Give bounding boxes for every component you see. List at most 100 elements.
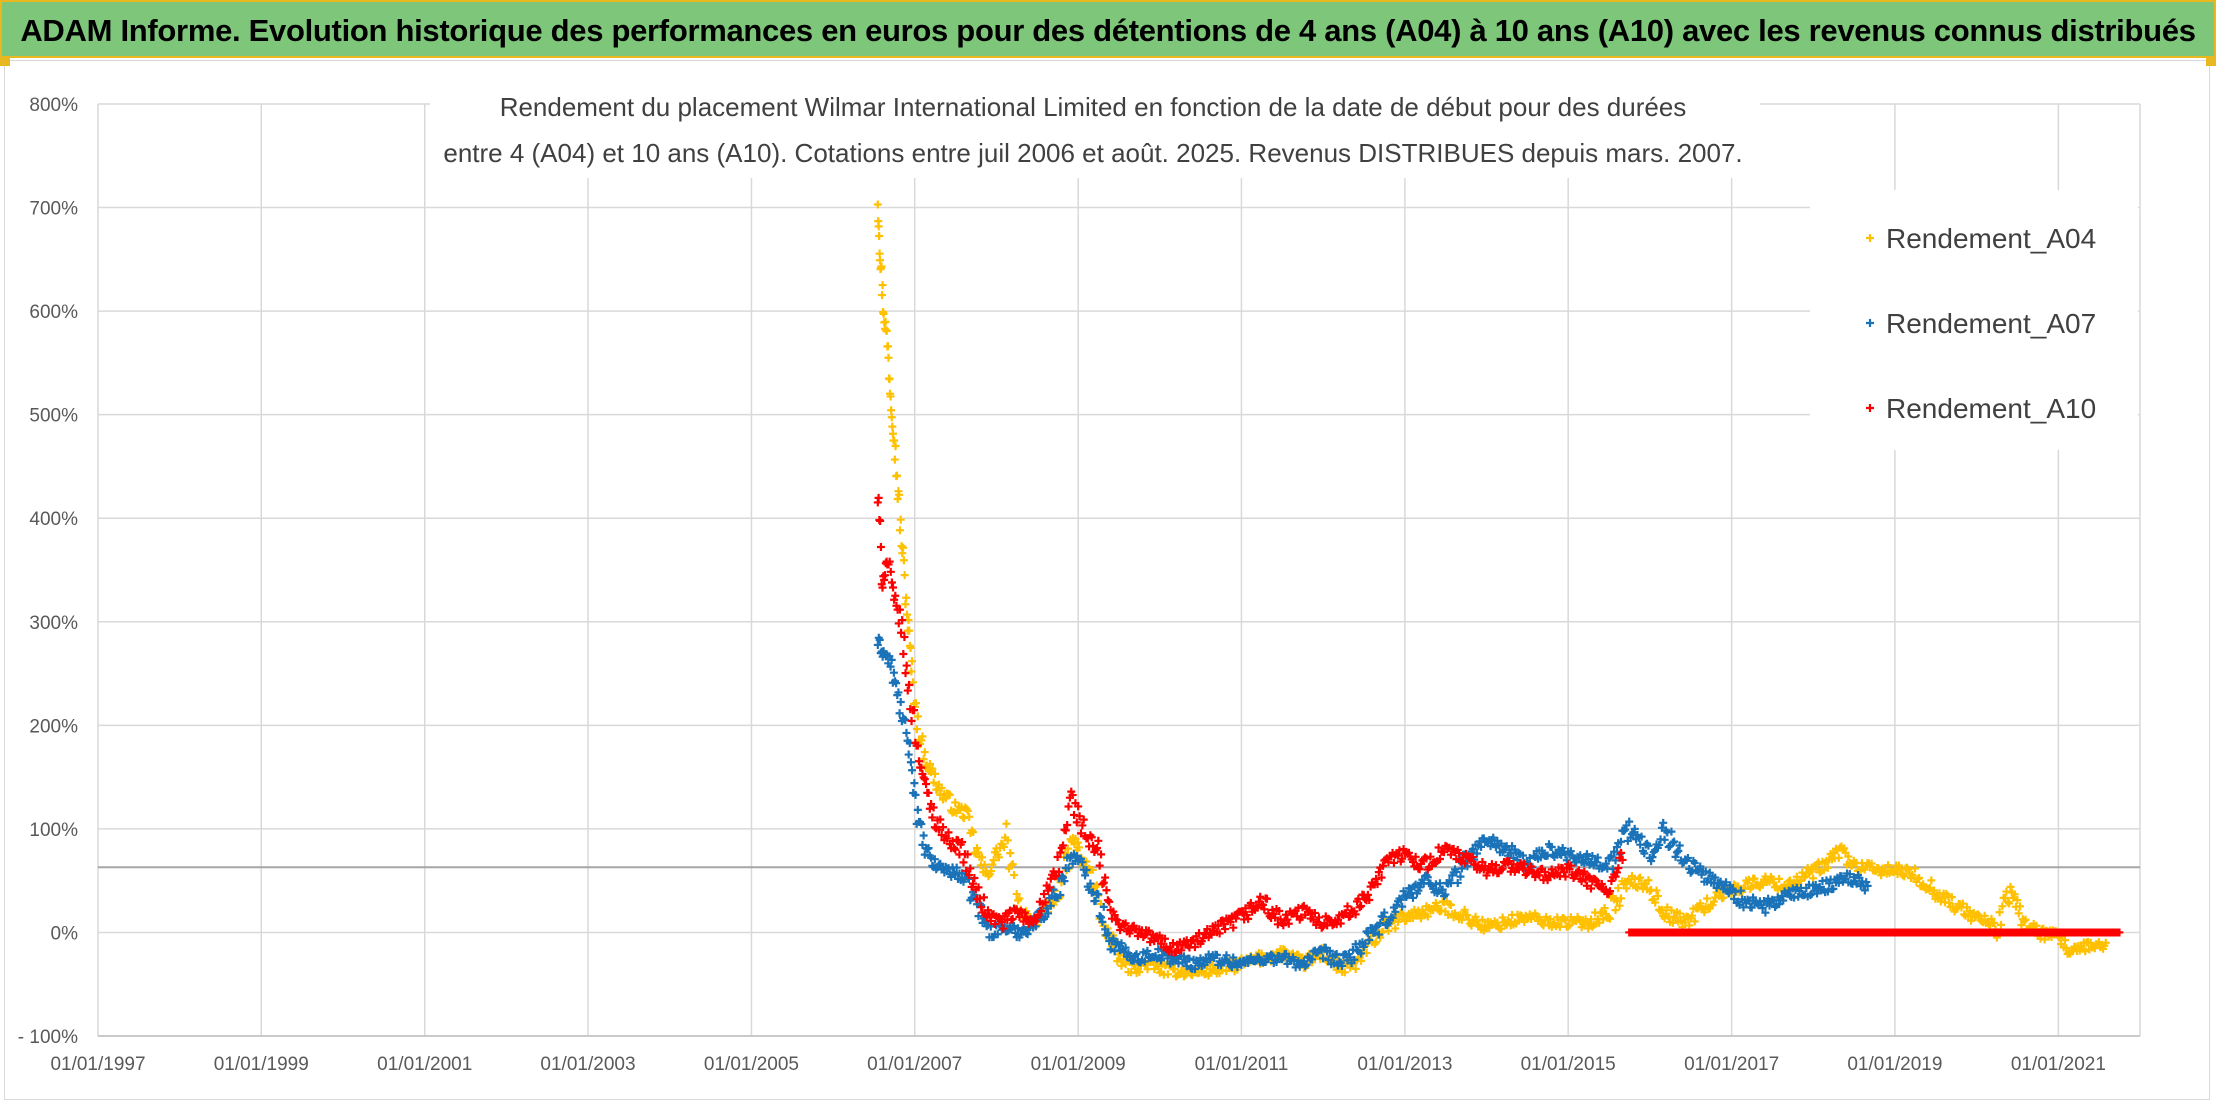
data-point <box>1671 852 1680 861</box>
data-point <box>1540 867 1549 876</box>
data-point <box>1244 914 1253 923</box>
data-point <box>896 698 905 707</box>
data-point <box>1298 903 1307 912</box>
data-point <box>1660 914 1669 923</box>
data-point <box>902 593 911 602</box>
x-tick-label: 01/01/2019 <box>1847 1054 1942 1075</box>
data-point <box>1169 939 1178 948</box>
data-point <box>1097 913 1106 922</box>
data-point <box>1834 878 1843 887</box>
data-point <box>1587 884 1596 893</box>
x-tick-label: 01/01/2003 <box>540 1054 635 1075</box>
data-point <box>1332 950 1341 959</box>
data-point <box>1357 956 1366 965</box>
data-point <box>1493 918 1502 927</box>
data-point <box>1041 898 1050 907</box>
data-point <box>914 757 923 766</box>
data-point <box>900 633 909 642</box>
data-point <box>1815 868 1824 877</box>
data-point <box>933 785 942 794</box>
data-point <box>1435 879 1444 888</box>
data-point <box>882 326 891 335</box>
data-point <box>974 848 983 857</box>
data-point <box>1222 967 1231 976</box>
data-point <box>1813 889 1822 898</box>
data-point <box>1241 904 1250 913</box>
data-point <box>1672 848 1681 857</box>
data-point <box>1006 849 1015 858</box>
data-point <box>1560 914 1569 923</box>
data-point <box>910 779 919 788</box>
data-point <box>1063 820 1072 829</box>
data-point <box>958 837 967 846</box>
y-tick-label: - 100% <box>18 1027 78 1048</box>
data-point <box>1253 903 1262 912</box>
data-point <box>1154 962 1163 971</box>
data-point <box>1527 862 1536 871</box>
data-point <box>1091 896 1100 905</box>
data-point <box>1690 859 1699 868</box>
data-point <box>912 725 921 734</box>
header-banner: ADAM Informe. Evolution historique des p… <box>0 0 2216 58</box>
data-point <box>889 668 898 677</box>
data-point <box>1497 924 1506 933</box>
data-point <box>1610 847 1619 856</box>
data-point <box>966 864 975 873</box>
data-point <box>1446 850 1455 859</box>
data-point <box>1637 832 1646 841</box>
data-point <box>1998 902 2007 911</box>
data-point <box>1402 916 1411 925</box>
data-point <box>1179 952 1188 961</box>
data-point <box>1491 861 1500 870</box>
data-point <box>1170 964 1179 973</box>
data-point <box>1132 950 1141 959</box>
series-Rendement_A07 <box>873 633 1872 974</box>
data-point <box>973 844 982 853</box>
data-point <box>1478 915 1487 924</box>
data-point <box>1271 913 1280 922</box>
data-point <box>1244 958 1253 967</box>
data-point <box>876 543 885 552</box>
data-point <box>1657 823 1666 832</box>
data-point <box>1011 928 1020 937</box>
data-point <box>1391 924 1400 933</box>
data-point <box>1190 965 1199 974</box>
data-point <box>1644 841 1653 850</box>
data-point <box>979 893 988 902</box>
data-point <box>988 860 997 869</box>
data-point <box>1376 919 1385 928</box>
data-point <box>1095 912 1104 921</box>
data-point <box>1117 939 1126 948</box>
data-point <box>1012 890 1021 899</box>
data-point <box>1809 874 1818 883</box>
data-point <box>1761 908 1770 917</box>
data-point <box>1121 943 1130 952</box>
y-tick-label: 500% <box>29 406 78 427</box>
data-point <box>1614 884 1623 893</box>
data-point <box>1075 812 1084 821</box>
data-point <box>1042 904 1051 913</box>
y-tick-label: 200% <box>29 716 78 737</box>
data-point <box>1655 840 1664 849</box>
data-point <box>1980 911 1989 920</box>
chart-frame <box>4 60 2210 1100</box>
chart-title: Rendement du placement Wilmar Internatio… <box>430 82 1760 178</box>
data-point <box>1308 955 1317 964</box>
data-point <box>1399 887 1408 896</box>
data-point <box>977 903 986 912</box>
data-point <box>1158 951 1167 960</box>
data-point <box>1580 858 1589 867</box>
data-point <box>1719 893 1728 902</box>
data-point <box>1709 897 1718 906</box>
data-point <box>1601 859 1610 868</box>
data-point <box>1237 907 1246 916</box>
legend-background <box>1810 190 2138 450</box>
data-point <box>1560 868 1569 877</box>
data-point <box>1945 898 1954 907</box>
data-point <box>974 912 983 921</box>
data-point <box>1354 894 1363 903</box>
data-point <box>1911 864 1920 873</box>
data-point <box>941 794 950 803</box>
x-axis-ticks: 01/01/1997 01/01/1999 01/01/2001 01/01/2003… <box>50 1054 2105 1075</box>
data-point <box>1927 876 1936 885</box>
